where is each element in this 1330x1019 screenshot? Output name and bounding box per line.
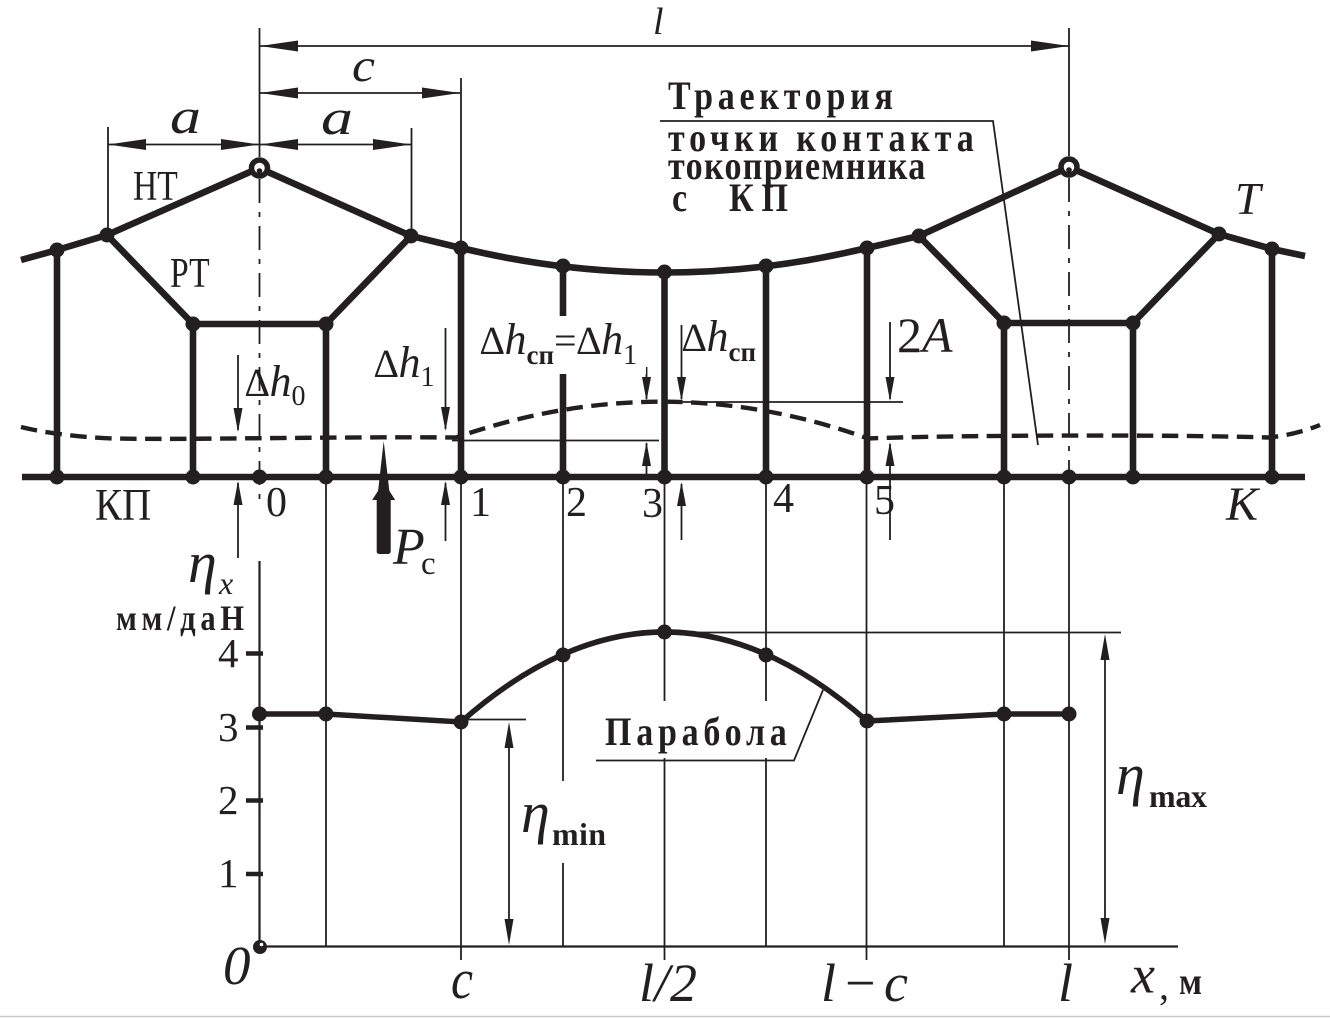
svg-text:l: l — [653, 1, 664, 43]
svg-text:c: c — [352, 40, 375, 92]
svg-text:,: , — [1159, 963, 1169, 1008]
svg-text:∆h0: ∆h0 — [245, 357, 305, 412]
svg-text:РТ: РТ — [170, 251, 210, 297]
svg-text:η: η — [521, 780, 550, 845]
svg-text:η: η — [1116, 742, 1145, 807]
svg-text:l: l — [1058, 953, 1073, 1013]
svg-text:1: 1 — [470, 480, 491, 526]
svg-text:3: 3 — [218, 704, 239, 750]
svg-text:4: 4 — [218, 630, 239, 676]
svg-text:Парабола: Парабола — [605, 711, 792, 755]
svg-text:0: 0 — [266, 480, 287, 526]
svg-text:2: 2 — [218, 777, 239, 823]
svg-text:м: м — [1179, 961, 1202, 1003]
svg-text:с: с — [672, 177, 687, 221]
svg-text:T: T — [1235, 173, 1264, 224]
svg-text:2: 2 — [566, 480, 587, 526]
svg-text:c: c — [451, 949, 473, 1011]
svg-text:4: 4 — [773, 476, 794, 522]
svg-text:токоприемника: токоприемника — [668, 145, 927, 189]
svg-text:P: P — [392, 519, 425, 576]
svg-text:min: min — [552, 816, 606, 852]
svg-text:l−c: l−c — [821, 953, 908, 1013]
svg-text:x: x — [1130, 945, 1155, 1005]
svg-text:точки контакта: точки контакта — [668, 117, 979, 161]
svg-text:a: a — [170, 88, 201, 144]
svg-text:КП: КП — [95, 481, 151, 530]
svg-text:∆hсп=∆h1: ∆hсп=∆h1 — [480, 315, 637, 371]
svg-text:x: x — [218, 565, 233, 601]
svg-text:КП: КП — [729, 177, 796, 221]
svg-text:Траектория: Траектория — [668, 75, 898, 119]
svg-text:2A: 2A — [897, 307, 953, 363]
svg-text:с: с — [421, 546, 436, 582]
svg-text:a: a — [321, 89, 353, 145]
svg-text:0: 0 — [223, 935, 251, 996]
svg-text:1: 1 — [218, 850, 239, 896]
svg-text:l/2: l/2 — [639, 953, 697, 1013]
svg-text:max: max — [1149, 778, 1207, 814]
svg-text:5: 5 — [874, 478, 895, 524]
svg-text:3: 3 — [642, 481, 663, 527]
svg-text:η: η — [188, 530, 217, 595]
svg-text:мм/даН: мм/даН — [116, 599, 249, 639]
svg-text:∆hсп: ∆hсп — [682, 312, 756, 367]
svg-text:НТ: НТ — [133, 164, 178, 210]
svg-text:K: K — [1225, 478, 1261, 531]
svg-text:∆h1: ∆h1 — [374, 338, 434, 393]
